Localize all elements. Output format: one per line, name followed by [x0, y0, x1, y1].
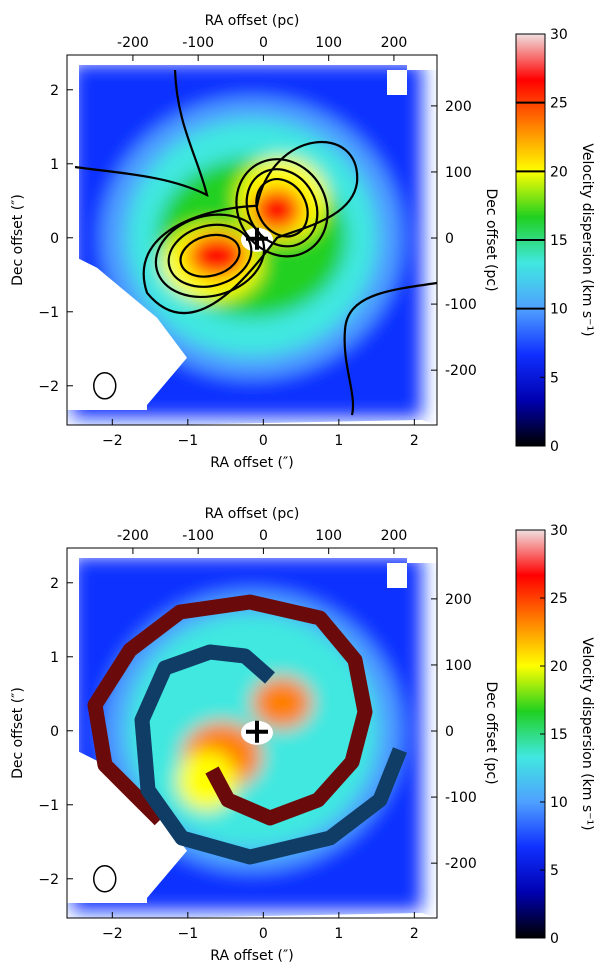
x-tick-label: 1 — [334, 433, 343, 449]
y2-tick-label: 0 — [445, 231, 454, 247]
contour — [179, 233, 241, 278]
contour — [343, 281, 437, 416]
spiral-arm — [87, 594, 373, 826]
x2-tick-label: -200 — [117, 35, 149, 51]
x-tick-label: 2 — [410, 433, 419, 449]
colorbar-label: Velocity dispersion (km s⁻¹) — [579, 637, 595, 830]
x2-axis-label: RA offset (pc) — [205, 13, 300, 29]
y2-tick-label: 100 — [445, 658, 472, 674]
x-tick-label: −1 — [177, 926, 198, 942]
colorbar-tick-label: 5 — [550, 370, 559, 386]
colorbar-tick-label: 20 — [550, 659, 568, 675]
x-tick-label: −2 — [102, 926, 123, 942]
colorbar-tick-label: 15 — [550, 727, 568, 743]
axes-frame — [66, 547, 438, 919]
contour — [245, 168, 319, 248]
x-tick-label: 1 — [334, 926, 343, 942]
x2-tick-label: 0 — [259, 528, 268, 544]
map-lobe — [252, 676, 312, 729]
y-tick-label: −2 — [38, 379, 59, 395]
y2-axis-label: Dec offset (pc) — [483, 188, 499, 291]
x2-tick-label: 100 — [315, 528, 342, 544]
y2-tick-label: 0 — [445, 724, 454, 740]
colorbar-tick-label: 30 — [550, 523, 568, 539]
colorbar-tick-label: 25 — [550, 96, 568, 112]
y-tick-label: 1 — [50, 650, 59, 666]
contour — [142, 140, 359, 315]
colorbar-tick-label: 20 — [550, 164, 568, 180]
x2-tick-label: 0 — [259, 35, 268, 51]
colorbar-tick-label: 0 — [550, 931, 559, 947]
contour — [255, 178, 309, 238]
map — [67, 55, 437, 425]
y2-tick-label: 200 — [445, 592, 472, 608]
y-tick-label: −1 — [38, 305, 59, 321]
beam — [93, 372, 117, 400]
x-tick-label: −2 — [102, 433, 123, 449]
y-tick-label: 2 — [50, 83, 59, 99]
x-axis-label: RA offset (″) — [210, 948, 293, 964]
y2-tick-label: -100 — [445, 790, 477, 806]
y2-tick-label: 100 — [445, 165, 472, 181]
y-tick-label: −2 — [38, 872, 59, 888]
colorbar-tick-label: 5 — [550, 863, 559, 879]
colorbar-tick-label: 10 — [550, 795, 568, 811]
beam — [93, 865, 117, 893]
contour — [235, 158, 329, 258]
x2-tick-label: -200 — [117, 528, 149, 544]
x2-tick-label: 200 — [381, 528, 408, 544]
x2-tick-label: -100 — [182, 35, 214, 51]
contour — [154, 213, 266, 299]
axes-frame — [66, 54, 438, 426]
y-axis-label: Dec offset (″) — [10, 687, 26, 779]
colorbar-tick-label: 15 — [550, 233, 568, 249]
x-tick-label: −1 — [177, 433, 198, 449]
y2-tick-label: -100 — [445, 297, 477, 313]
y2-tick-label: 200 — [445, 99, 472, 115]
y-tick-label: 0 — [50, 724, 59, 740]
center-cross — [246, 227, 268, 250]
contour — [74, 69, 209, 198]
x2-axis-label: RA offset (pc) — [205, 506, 300, 522]
colorbar-tick-label: 0 — [550, 439, 559, 455]
colorbar-tick-label: 10 — [550, 302, 568, 318]
map-lobe — [252, 187, 302, 232]
x-tick-label: 0 — [259, 433, 268, 449]
y-axis-label: Dec offset (″) — [10, 194, 26, 286]
x2-tick-label: -100 — [182, 528, 214, 544]
map-mask — [67, 55, 437, 425]
map-mask — [67, 548, 437, 918]
y-tick-label: 0 — [50, 231, 59, 247]
map — [67, 548, 437, 918]
contour — [167, 223, 253, 288]
x2-tick-label: 200 — [381, 35, 408, 51]
y-tick-label: −1 — [38, 798, 59, 814]
y2-tick-label: -200 — [445, 856, 477, 872]
x2-tick-label: 100 — [315, 35, 342, 51]
y-tick-label: 1 — [50, 157, 59, 173]
x-tick-label: 2 — [410, 926, 419, 942]
y2-tick-label: -200 — [445, 363, 477, 379]
center-cross — [246, 720, 268, 743]
colorbar-tick-label: 30 — [550, 27, 568, 43]
y2-axis-label: Dec offset (pc) — [483, 681, 499, 784]
spiral-arm — [134, 644, 407, 865]
x-axis-label: RA offset (″) — [210, 455, 293, 471]
y-tick-label: 2 — [50, 576, 59, 592]
colorbar-tick-label: 25 — [550, 591, 568, 607]
x-tick-label: 0 — [259, 926, 268, 942]
colorbar-label: Velocity dispersion (km s⁻¹) — [579, 143, 595, 336]
